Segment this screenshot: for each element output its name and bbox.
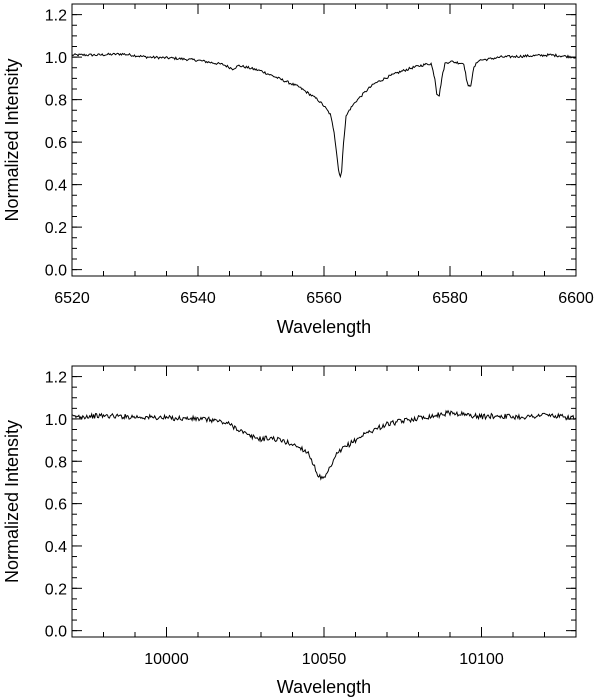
y-tick-label: 0.8 bbox=[45, 93, 67, 110]
y-tick-label: 0.0 bbox=[45, 263, 67, 280]
y-tick-label: 0.2 bbox=[45, 220, 67, 237]
y-tick-label: 0.4 bbox=[45, 178, 67, 195]
plot-frame bbox=[71, 365, 577, 638]
spectrum-line bbox=[71, 409, 577, 481]
spectrum-line bbox=[71, 52, 577, 179]
y-tick-label: 0.2 bbox=[45, 581, 67, 598]
x-tick-label: 6540 bbox=[180, 290, 216, 307]
y-tick-label: 1.0 bbox=[45, 50, 67, 67]
y-tick-label: 0.0 bbox=[45, 624, 67, 641]
y-axis-title: Normalized Intensity bbox=[2, 58, 22, 221]
y-tick-label: 0.6 bbox=[45, 135, 67, 152]
plot-frame bbox=[71, 3, 577, 277]
x-axis-title: Wavelength bbox=[277, 677, 371, 697]
chart-panel-2: 0.0 0.2 0.4 0.6 0.8 1.0 1.2 10000 10050 10100 Wave… bbox=[2, 365, 577, 697]
x-tick-label: 10050 bbox=[302, 651, 347, 668]
y-tick-label: 0.6 bbox=[45, 497, 67, 514]
y-tick-label: 0.8 bbox=[45, 454, 67, 471]
x-tick-label: 10000 bbox=[144, 651, 189, 668]
x-tick-label: 6600 bbox=[558, 290, 594, 307]
x-tick-label: 6520 bbox=[54, 290, 90, 307]
x-axis-title: Wavelength bbox=[277, 317, 371, 337]
x-tick-label: 6560 bbox=[306, 290, 342, 307]
x-tick-label: 6580 bbox=[432, 290, 468, 307]
x-tick-label: 10100 bbox=[459, 651, 504, 668]
y-tick-label: 1.0 bbox=[45, 412, 67, 429]
y-tick-label: 1.2 bbox=[45, 370, 67, 387]
chart-panel-1: 0.0 0.2 0.4 0.6 0.8 1.0 1.2 6520 6540 6560 6580 660… bbox=[2, 3, 594, 337]
y-tick-label: 0.4 bbox=[45, 539, 67, 556]
y-axis-title: Normalized Intensity bbox=[2, 420, 22, 583]
y-tick-label: 1.2 bbox=[45, 8, 67, 25]
